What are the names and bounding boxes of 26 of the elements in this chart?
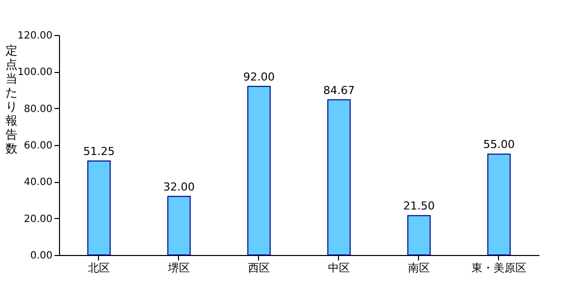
data-label: 32.00 xyxy=(163,180,195,194)
bar xyxy=(487,154,511,256)
data-label: 55.00 xyxy=(483,138,515,152)
bar xyxy=(407,215,431,256)
data-label: 51.25 xyxy=(83,145,115,158)
data-label: 84.67 xyxy=(323,84,355,97)
bar xyxy=(87,160,111,256)
bar xyxy=(327,99,351,256)
y-tick-label: 100.00 xyxy=(18,67,52,78)
data-label: 21.50 xyxy=(403,200,435,213)
bar xyxy=(167,196,191,256)
data-label: 92.00 xyxy=(243,70,275,84)
x-tick-label: 中区 xyxy=(328,262,350,274)
y-tick-label: 20.00 xyxy=(24,214,52,225)
y-tick-label: 120.00 xyxy=(18,30,52,42)
x-tick-label: 北区 xyxy=(88,262,110,274)
x-tick-label: 東・美原区 xyxy=(472,262,526,274)
bar xyxy=(247,86,271,256)
y-tick-label: 60.00 xyxy=(24,140,52,152)
x-tick-label: 南区 xyxy=(408,262,430,274)
y-axis-title: 定点当たり報告数 xyxy=(6,44,18,156)
x-tick-label: 西区 xyxy=(248,262,270,274)
y-tick-label: 80.00 xyxy=(24,104,52,115)
x-tick-label: 堺区 xyxy=(167,262,190,274)
y-tick-label: 40.00 xyxy=(24,177,52,188)
y-tick-label: 0.00 xyxy=(30,250,52,262)
